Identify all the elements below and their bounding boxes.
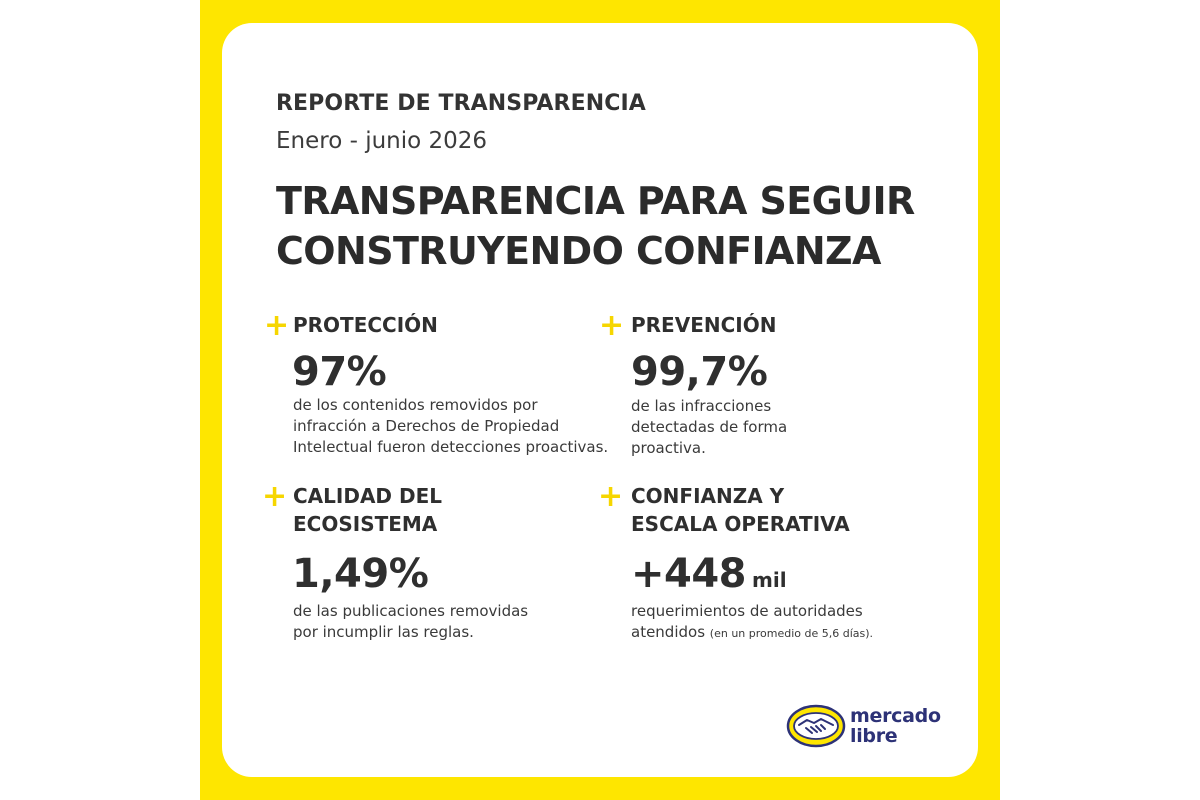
desc-note: (en un promedio de 5,6 días).	[709, 627, 874, 640]
title-line: CONFIANZA Y	[631, 484, 785, 508]
desc-line: infracción a Derechos de Propiedad	[293, 417, 560, 435]
section-title-calidad: CALIDAD DEL ECOSISTEMA	[293, 482, 442, 538]
desc-line: detectadas de forma	[631, 418, 788, 436]
headline-line-1: TRANSPARENCIA PARA SEGUIR	[276, 179, 915, 223]
stat-value-prevencion: 99,7%	[631, 349, 768, 395]
stat-value-calidad: 1,49%	[292, 551, 429, 597]
title-line: ECOSISTEMA	[293, 512, 438, 536]
logo-word-1: mercado	[850, 705, 941, 727]
plus-icon: +	[599, 308, 625, 343]
title-line: ESCALA OPERATIVA	[631, 512, 850, 536]
mercado-libre-logo-icon	[786, 704, 846, 748]
stat-desc-calidad: de las publicaciones removidas por incum…	[293, 601, 528, 643]
desc-line: por incumplir las reglas.	[293, 623, 474, 641]
plus-icon: +	[262, 479, 288, 514]
section-title-proteccion: PROTECCIÓN	[293, 313, 438, 337]
stat-number: +448	[631, 551, 747, 597]
stat-desc-confianza: requerimientos de autoridades atendidos …	[631, 601, 873, 644]
headline: TRANSPARENCIA PARA SEGUIR CONSTRUYENDO C…	[276, 176, 915, 276]
stat-value-proteccion: 97%	[292, 349, 387, 395]
stat-desc-proteccion: de los contenidos removidos por infracci…	[293, 395, 608, 458]
content-card	[222, 23, 978, 777]
stat-desc-prevencion: de las infracciones detectadas de forma …	[631, 396, 787, 459]
plus-icon: +	[264, 308, 290, 343]
logo-wordmark: mercado libre	[850, 706, 941, 746]
section-title-confianza: CONFIANZA Y ESCALA OPERATIVA	[631, 482, 850, 538]
logo-word-2: libre	[850, 725, 898, 747]
desc-line: de los contenidos removidos por	[293, 396, 538, 414]
desc-line: de las infracciones	[631, 397, 772, 415]
desc-line: requerimientos de autoridades	[631, 602, 863, 620]
desc-text: atendidos	[631, 623, 706, 641]
desc-line: atendidos (en un promedio de 5,6 días).	[631, 622, 873, 644]
headline-line-2: CONSTRUYENDO CONFIANZA	[276, 229, 881, 273]
desc-line: proactiva.	[631, 439, 706, 457]
plus-icon: +	[598, 479, 624, 514]
report-kicker: REPORTE DE TRANSPARENCIA	[276, 91, 646, 116]
stat-suffix: mil	[752, 568, 787, 592]
report-period: Enero - junio 2026	[276, 128, 488, 154]
section-title-prevencion: PREVENCIÓN	[631, 313, 777, 337]
desc-line: Intelectual fueron detecciones proactiva…	[293, 438, 609, 456]
stat-value-confianza: +448 mil	[631, 552, 787, 602]
title-line: CALIDAD DEL	[293, 484, 442, 508]
desc-line: de las publicaciones removidas	[293, 602, 529, 620]
